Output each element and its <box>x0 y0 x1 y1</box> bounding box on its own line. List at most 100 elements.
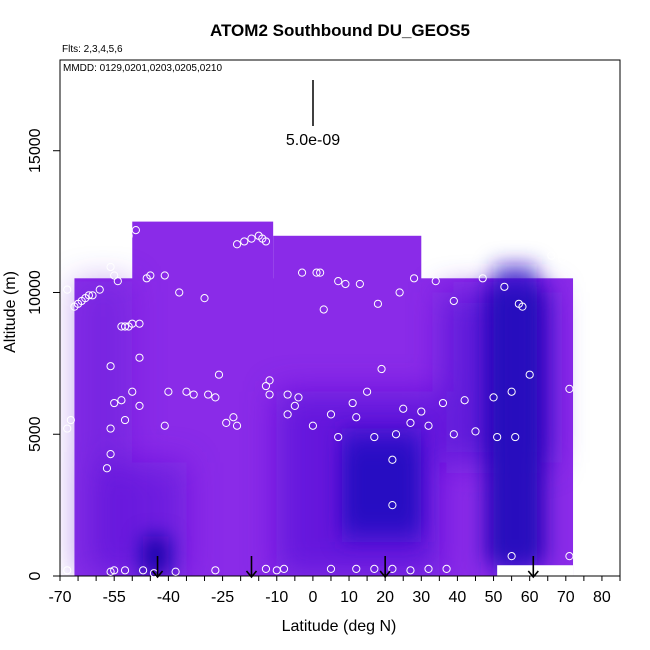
x-axis-label: Latitude (deg N) <box>282 618 397 635</box>
sample-point <box>88 291 97 300</box>
sample-point <box>391 430 401 439</box>
sample-point <box>283 390 292 399</box>
sample-point <box>395 288 404 297</box>
sample-point <box>290 401 299 410</box>
concentration-field <box>74 221 574 576</box>
sample-point <box>66 415 75 425</box>
sample-point <box>294 393 303 402</box>
sample-point <box>352 413 361 422</box>
sample-point <box>326 564 336 574</box>
sample-point <box>124 231 133 240</box>
flights-subtitle: Flts: 2,3,4,5,6 <box>62 44 123 55</box>
sample-point <box>478 274 487 283</box>
x-tick-label: 10 <box>340 589 358 606</box>
sample-point <box>135 353 144 362</box>
sample-point <box>240 237 249 246</box>
sample-point <box>175 288 184 297</box>
field-tropical-dark <box>341 428 422 542</box>
sample-point <box>449 296 458 306</box>
sample-point <box>471 427 480 436</box>
x-tick-label: -70 <box>48 589 71 606</box>
sample-point <box>449 430 458 439</box>
chart-title: ATOM2 Southbound DU_GEOS5 <box>210 21 470 40</box>
sample-point <box>308 421 318 430</box>
sample-point <box>106 262 115 272</box>
x-tick-label: -40 <box>157 589 180 606</box>
y-tick-label: 5000 <box>27 416 44 452</box>
plot-frame <box>59 59 621 577</box>
sample-point <box>106 362 115 371</box>
y-tick-label: 15000 <box>27 128 44 173</box>
sample-point <box>247 234 256 243</box>
sample-point <box>438 398 448 408</box>
sample-point <box>106 424 115 433</box>
sample-point <box>388 501 397 510</box>
sample-point <box>326 410 336 419</box>
dates-subtitle: MMDD: 0129,0201,0203,0205,0210 <box>63 63 222 74</box>
sample-point <box>355 279 364 289</box>
y-axis-label: Altitude (m) <box>2 271 19 353</box>
sample-point <box>110 566 119 575</box>
sample-point <box>117 237 126 246</box>
sample-point <box>362 387 372 396</box>
sample-point <box>388 455 397 464</box>
sample-point <box>511 432 520 442</box>
sample-point <box>232 240 242 249</box>
sample-point <box>117 396 126 405</box>
sample-point <box>417 407 426 416</box>
sample-point <box>525 370 534 379</box>
sample-point <box>334 277 343 286</box>
sample-point <box>113 277 122 286</box>
sample-point <box>500 282 509 291</box>
sample-point <box>442 564 451 574</box>
sample-point <box>312 268 321 277</box>
sample-point <box>222 418 231 428</box>
sample-point <box>518 302 527 311</box>
x-tick-label: 30 <box>412 589 430 606</box>
sample-point <box>265 390 274 399</box>
field-dark-region-0 <box>143 536 169 576</box>
sample-point <box>409 274 419 283</box>
sample-point <box>316 268 325 277</box>
sample-point <box>424 564 433 574</box>
x-axis: -70 -55 -40 -25 -10 0 10 20 30 40 50 60 70 80 <box>48 576 621 606</box>
sample-point <box>135 319 144 328</box>
sample-point <box>160 421 169 430</box>
y-axis: 0 5000 10000 15000 <box>27 128 60 580</box>
sample-point <box>373 299 383 308</box>
sample-point <box>120 415 130 425</box>
x-tick-label: -10 <box>265 589 288 606</box>
sample-point <box>182 387 191 396</box>
y-tick-label: 0 <box>27 571 44 580</box>
sample-point <box>279 564 289 574</box>
x-tick-label: 60 <box>521 589 539 606</box>
sample-point <box>106 449 115 459</box>
sample-point <box>146 271 155 280</box>
sample-point <box>370 564 379 574</box>
sample-point <box>507 387 516 396</box>
sample-point <box>319 305 328 314</box>
sample-point <box>261 564 271 574</box>
sample-point <box>232 421 242 430</box>
sample-point <box>388 564 397 574</box>
flight-arrow <box>151 556 164 579</box>
sample-point <box>229 413 238 422</box>
sample-point <box>120 322 130 331</box>
sample-point <box>399 404 408 413</box>
sample-point <box>95 285 104 294</box>
sample-point <box>84 291 94 300</box>
y-tick-label: 10000 <box>27 270 44 315</box>
x-tick-label: 50 <box>485 589 503 606</box>
sample-point <box>189 390 198 399</box>
sample-point <box>460 396 469 405</box>
sample-point <box>211 393 220 402</box>
sample-point <box>63 424 72 433</box>
sample-point <box>565 384 574 393</box>
flight-arrow <box>527 556 539 579</box>
sample-point <box>489 393 498 402</box>
sample-point <box>261 381 271 391</box>
x-tick-label: -55 <box>103 589 126 606</box>
sample-point <box>135 401 144 410</box>
flight-arrows <box>151 556 539 579</box>
